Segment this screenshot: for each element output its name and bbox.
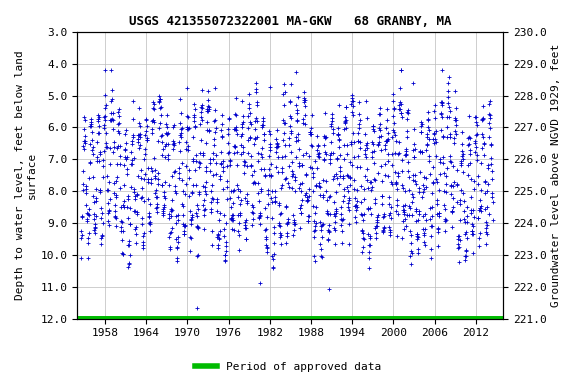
Y-axis label: Groundwater level above NGVD 1929, feet: Groundwater level above NGVD 1929, feet	[551, 44, 561, 307]
Legend: Period of approved data: Period of approved data	[191, 358, 385, 377]
Y-axis label: Depth to water level, feet below land
surface: Depth to water level, feet below land su…	[15, 50, 37, 300]
Title: USGS 421355072322001 MA-GKW   68 GRANBY, MA: USGS 421355072322001 MA-GKW 68 GRANBY, M…	[129, 15, 452, 28]
